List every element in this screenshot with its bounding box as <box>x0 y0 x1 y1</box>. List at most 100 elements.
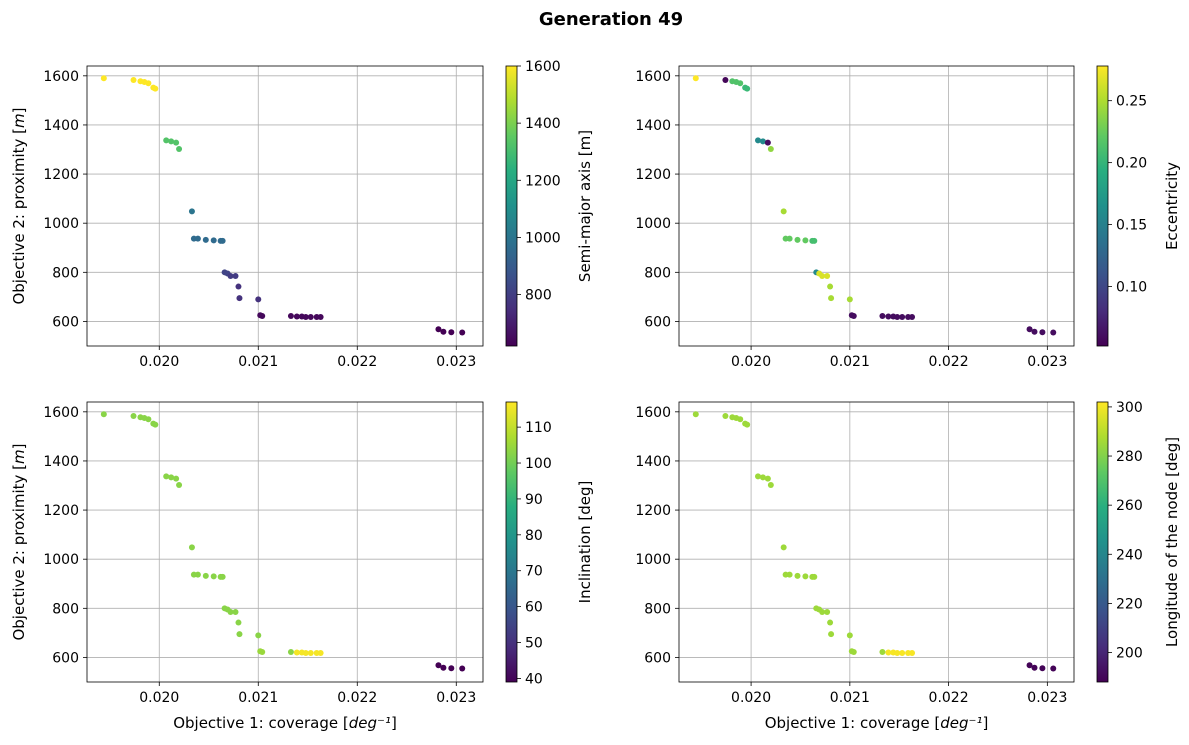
data-point <box>759 138 766 145</box>
data-point <box>722 77 729 83</box>
x-axis-label: Objective 1: coverage [deg⁻¹] <box>173 714 397 732</box>
colorbar-label: Eccentricity <box>1163 162 1181 250</box>
colorbar-label: Semi-major axis [m] <box>576 130 594 282</box>
data-point <box>850 313 857 320</box>
data-point <box>879 313 886 320</box>
data-point <box>145 80 152 87</box>
data-point <box>100 75 107 82</box>
data-point <box>236 295 243 302</box>
data-point <box>227 609 234 615</box>
data-point <box>744 421 751 428</box>
y-axis-label: Objective 2: proximity [m] <box>10 443 28 640</box>
colorbar-tick-label: 300 <box>1116 400 1143 416</box>
axes-frame <box>86 65 484 347</box>
colorbar-tick-label: 0.25 <box>1116 94 1147 110</box>
x-tick-label: 0.022 <box>337 354 377 370</box>
data-point <box>188 208 195 215</box>
y-tick-label: 1200 <box>43 167 79 183</box>
data-point <box>737 416 744 423</box>
data-point <box>317 650 324 657</box>
data-point <box>885 649 892 656</box>
data-point <box>435 662 442 669</box>
data-point <box>794 236 801 243</box>
x-tick-label: 0.022 <box>929 354 969 370</box>
x-tick-label: 0.022 <box>929 690 969 706</box>
colorbar-tick-label: 60 <box>525 600 543 616</box>
x-tick-label: 0.021 <box>238 354 278 370</box>
data-point <box>780 208 787 215</box>
data-point <box>232 609 239 615</box>
x-tick-label: 0.021 <box>830 690 870 706</box>
data-point <box>227 273 234 279</box>
colorbar-tick-label: 280 <box>1116 449 1143 465</box>
y-tick-label: 800 <box>644 265 671 281</box>
colorbar-tick-label: 100 <box>525 456 552 472</box>
data-point <box>850 649 857 656</box>
data-point <box>1050 329 1057 336</box>
data-point <box>759 474 766 481</box>
x-tick-label: 0.020 <box>731 354 771 370</box>
y-tick-label: 1400 <box>635 454 671 470</box>
data-point <box>899 314 906 321</box>
y-tick-label: 800 <box>52 265 79 281</box>
data-point <box>152 421 159 428</box>
y-tick-label: 1600 <box>635 405 671 421</box>
y-tick-label: 600 <box>644 650 671 666</box>
colorbar-label: Longitude of the node [deg] <box>1163 437 1181 647</box>
colorbar: 0.10 0.15 0.20 0.25 Eccentricity <box>1096 65 1181 347</box>
data-point <box>293 649 300 656</box>
data-point <box>780 544 787 551</box>
data-point <box>899 650 906 657</box>
colorbar: 800 1000 1200 1400 1600 Semi-major axis [m] <box>505 59 594 347</box>
data-point <box>168 138 175 145</box>
colorbar-tick-label: 1400 <box>525 116 561 132</box>
data-point <box>219 237 226 244</box>
x-axis-label: Objective 1: coverage [deg⁻¹] <box>765 714 989 732</box>
colorbar-tick-label: 0.10 <box>1116 280 1147 296</box>
colorbar-tick-label: 80 <box>525 528 543 544</box>
colorbar-tick-label: 90 <box>525 492 543 508</box>
x-tick-label: 0.021 <box>238 690 278 706</box>
data-point <box>130 413 137 419</box>
y-tick-label: 1400 <box>635 118 671 134</box>
data-point <box>173 139 180 146</box>
x-tick-label: 0.023 <box>436 690 476 706</box>
data-point <box>287 313 294 320</box>
x-tick-label: 0.020 <box>731 690 771 706</box>
colorbar-tick-label: 1200 <box>525 173 561 189</box>
colorbar-gradient <box>1096 401 1109 683</box>
data-point <box>828 295 835 302</box>
y-tick-label: 1000 <box>43 552 79 568</box>
data-point <box>163 473 170 480</box>
colorbar-tick-label: 260 <box>1116 498 1143 514</box>
data-point <box>219 573 226 580</box>
y-tick-label: 1600 <box>635 69 671 85</box>
data-point <box>767 146 774 153</box>
data-point <box>100 411 107 418</box>
data-point <box>235 619 242 626</box>
colorbar-gradient <box>1096 65 1109 347</box>
data-point <box>317 314 324 321</box>
colorbar-tick-label: 1000 <box>525 230 561 246</box>
data-point <box>786 571 793 578</box>
data-point <box>1031 328 1038 335</box>
data-point <box>1039 329 1046 336</box>
axes-frame <box>678 65 1075 347</box>
data-point <box>448 329 455 336</box>
data-point <box>827 283 834 290</box>
data-point <box>194 571 201 578</box>
data-point <box>1050 665 1057 672</box>
x-tick-label: 0.021 <box>830 354 870 370</box>
y-tick-label: 1200 <box>635 167 671 183</box>
x-tick-label: 0.020 <box>139 690 179 706</box>
data-point <box>1026 326 1033 333</box>
data-point <box>811 573 818 580</box>
data-point <box>235 283 242 290</box>
data-point <box>819 273 826 279</box>
data-point <box>764 139 771 146</box>
data-point <box>764 475 771 482</box>
data-point <box>236 631 243 638</box>
data-point <box>1031 664 1038 671</box>
data-point <box>755 473 761 480</box>
y-tick-label: 1400 <box>43 454 79 470</box>
